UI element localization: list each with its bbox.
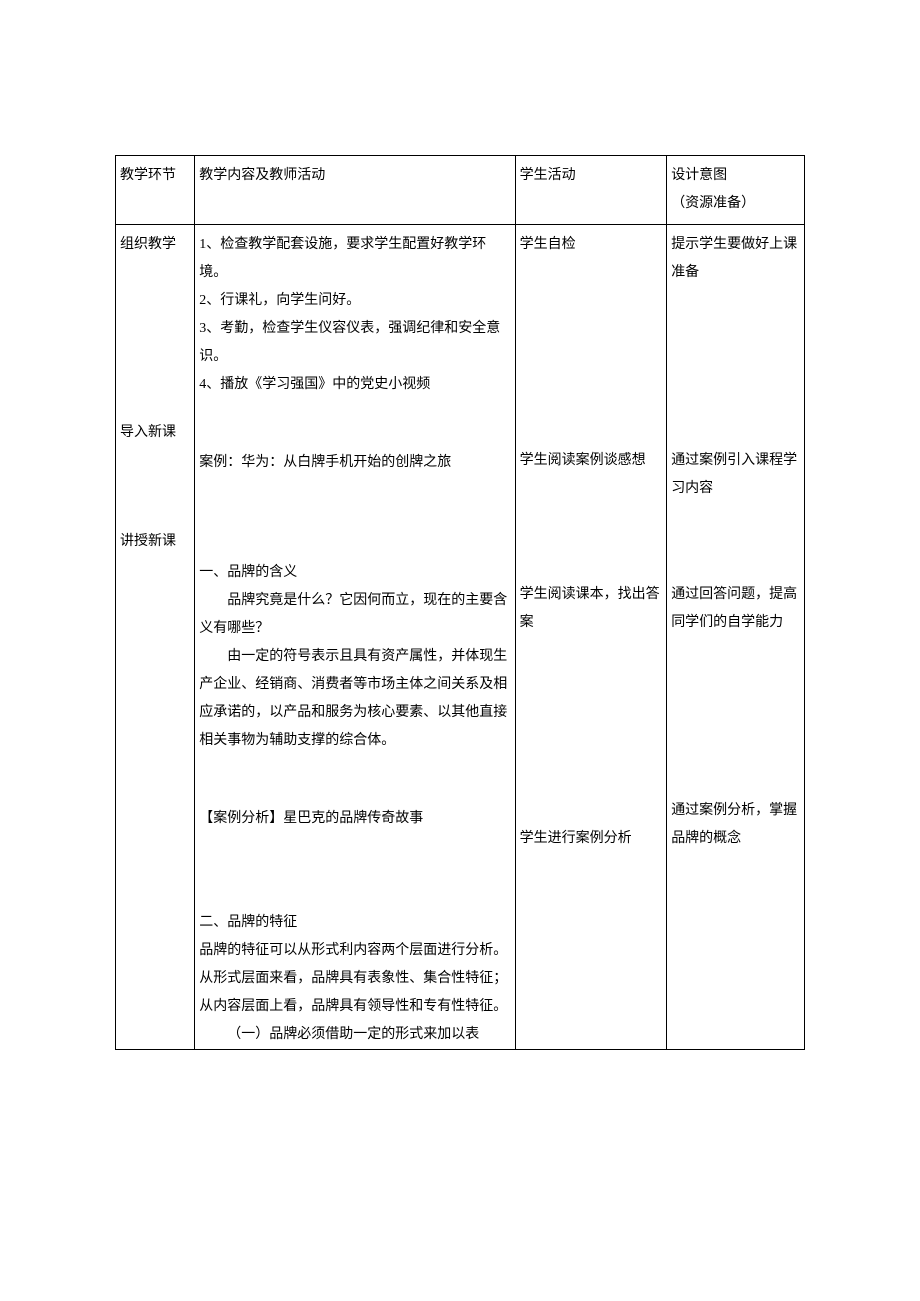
table-header-row: 教学环节 教学内容及教师活动 学生活动 设计意图 （资源准备）: [116, 156, 805, 225]
content-line: 3、考勤，检查学生仪容仪表，强调纪律和安全意识。: [199, 315, 510, 371]
header-design: 设计意图 （资源准备）: [667, 156, 805, 225]
content-block-1: 案例：华为：从白牌手机开始的创牌之旅: [199, 449, 510, 477]
content-line: 案例：华为：从白牌手机开始的创牌之旅: [199, 449, 510, 477]
section-para: 品牌的特征可以从形式利内容两个层面进行分析。从形式层面来看，品牌具有表象性、集合…: [199, 937, 510, 1021]
section-title: 【案例分析】星巴克的品牌传奇故事: [199, 805, 510, 833]
header-content: 教学内容及教师活动: [195, 156, 515, 225]
section-para: （一）品牌必须借助一定的形式来加以表: [199, 1021, 510, 1049]
design-block-2-1: 通过案例分析，掌握品牌的概念: [671, 797, 800, 853]
content-block-0: 1、检查教学配套设施，要求学生配置好教学环境。 2、行课礼，向学生问好。 3、考…: [199, 231, 510, 399]
stage-cell: 组织教学 导入新课 讲授新课: [116, 225, 195, 1050]
content-block-2-2: 二、品牌的特征 品牌的特征可以从形式利内容两个层面进行分析。从形式层面来看，品牌…: [199, 909, 510, 1049]
student-cell: 学生自检 学生阅读案例谈感想 学生阅读课本，找出答案 学生进行案例分析: [515, 225, 667, 1050]
table-body-row: 组织教学 导入新课 讲授新课 1、检查教学配套设施，要求学生配置好教学环境。 2…: [116, 225, 805, 1050]
content-cell: 1、检查教学配套设施，要求学生配置好教学环境。 2、行课礼，向学生问好。 3、考…: [195, 225, 515, 1050]
design-block-1: 通过案例引入课程学习内容: [671, 447, 800, 503]
stage-3: 讲授新课: [120, 528, 190, 556]
section-para: 由一定的符号表示且具有资产属性，并体现生产企业、经销商、消费者等市场主体之间关系…: [199, 643, 510, 755]
content-line: 1、检查教学配套设施，要求学生配置好教学环境。: [199, 231, 510, 287]
student-block-1: 学生阅读案例谈感想: [520, 447, 663, 475]
section-para: 品牌究竟是什么？它因何而立，现在的主要含义有哪些？: [199, 587, 510, 643]
section-title: 二、品牌的特征: [199, 909, 510, 937]
student-block-0: 学生自检: [520, 231, 663, 259]
design-cell: 提示学生要做好上课准备 通过案例引入课程学习内容 通过回答问题，提高同学们的自学…: [667, 225, 805, 1050]
section-title: 一、品牌的含义: [199, 559, 510, 587]
content-block-2-0: 一、品牌的含义 品牌究竟是什么？它因何而立，现在的主要含义有哪些？ 由一定的符号…: [199, 559, 510, 755]
content-line: 4、播放《学习强国》中的党史小视频: [199, 371, 510, 399]
student-block-2-0: 学生阅读课本，找出答案: [520, 581, 663, 637]
student-block-2-1: 学生进行案例分析: [520, 825, 663, 853]
design-block-0: 提示学生要做好上课准备: [671, 231, 800, 287]
lesson-plan-table: 教学环节 教学内容及教师活动 学生活动 设计意图 （资源准备） 组织教学 导入新…: [115, 155, 805, 1050]
design-block-2-0: 通过回答问题，提高同学们的自学能力: [671, 581, 800, 637]
content-block-2-1: 【案例分析】星巴克的品牌传奇故事: [199, 805, 510, 833]
stage-1: 组织教学: [120, 231, 190, 259]
stage-2: 导入新课: [120, 419, 190, 447]
document-page: 教学环节 教学内容及教师活动 学生活动 设计意图 （资源准备） 组织教学 导入新…: [0, 0, 920, 1205]
header-student: 学生活动: [515, 156, 667, 225]
header-stage: 教学环节: [116, 156, 195, 225]
content-line: 2、行课礼，向学生问好。: [199, 287, 510, 315]
